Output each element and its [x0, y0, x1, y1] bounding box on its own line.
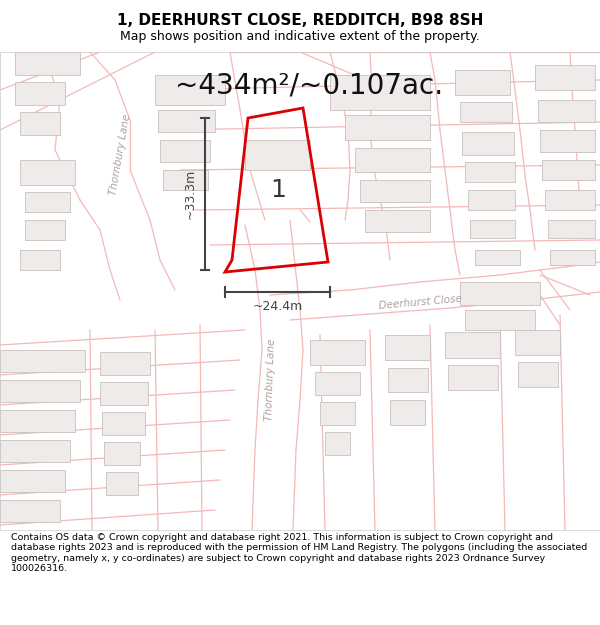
Text: Contains OS data © Crown copyright and database right 2021. This information is : Contains OS data © Crown copyright and d…	[11, 533, 587, 573]
Polygon shape	[160, 140, 210, 162]
Polygon shape	[460, 282, 540, 305]
Polygon shape	[104, 442, 140, 465]
Polygon shape	[470, 220, 515, 238]
Polygon shape	[515, 330, 560, 355]
Polygon shape	[15, 52, 80, 75]
Polygon shape	[465, 310, 535, 330]
Polygon shape	[0, 410, 75, 432]
Polygon shape	[20, 160, 75, 185]
Polygon shape	[102, 412, 145, 435]
Polygon shape	[388, 368, 428, 392]
Text: ~434m²/~0.107ac.: ~434m²/~0.107ac.	[175, 72, 443, 100]
Polygon shape	[20, 250, 60, 270]
Polygon shape	[385, 335, 430, 360]
Polygon shape	[0, 500, 60, 522]
Polygon shape	[550, 250, 595, 265]
Polygon shape	[518, 362, 558, 387]
Text: 1: 1	[270, 178, 286, 202]
Polygon shape	[462, 132, 514, 155]
Polygon shape	[345, 115, 430, 140]
Polygon shape	[365, 210, 430, 232]
Polygon shape	[535, 65, 595, 90]
Polygon shape	[545, 190, 595, 210]
Polygon shape	[0, 470, 65, 492]
Polygon shape	[468, 190, 515, 210]
Polygon shape	[540, 130, 595, 152]
Polygon shape	[448, 365, 498, 390]
Polygon shape	[548, 220, 595, 238]
Text: Deerhurst Close: Deerhurst Close	[378, 293, 462, 311]
Polygon shape	[360, 180, 430, 202]
Polygon shape	[310, 340, 365, 365]
Polygon shape	[245, 140, 310, 170]
Text: ~33.3m: ~33.3m	[184, 169, 197, 219]
Polygon shape	[475, 250, 520, 265]
Polygon shape	[100, 382, 148, 405]
Polygon shape	[106, 472, 138, 495]
Polygon shape	[158, 110, 215, 132]
Polygon shape	[100, 352, 150, 375]
Polygon shape	[0, 440, 70, 462]
Text: Thornbury Lane: Thornbury Lane	[108, 114, 132, 196]
Text: ~24.4m: ~24.4m	[253, 300, 302, 313]
Polygon shape	[25, 192, 70, 212]
Polygon shape	[465, 162, 515, 182]
Polygon shape	[538, 100, 595, 122]
Polygon shape	[15, 82, 65, 105]
Text: 1, DEERHURST CLOSE, REDDITCH, B98 8SH: 1, DEERHURST CLOSE, REDDITCH, B98 8SH	[117, 13, 483, 28]
Polygon shape	[0, 350, 85, 372]
Polygon shape	[355, 148, 430, 172]
Polygon shape	[163, 170, 208, 190]
Polygon shape	[330, 75, 430, 110]
Polygon shape	[542, 160, 595, 180]
Polygon shape	[25, 220, 65, 240]
Polygon shape	[155, 75, 225, 105]
Polygon shape	[455, 70, 510, 95]
Polygon shape	[320, 402, 355, 425]
Polygon shape	[20, 112, 60, 135]
Polygon shape	[460, 102, 512, 122]
Polygon shape	[390, 400, 425, 425]
Text: Thornbury Lane: Thornbury Lane	[263, 339, 277, 421]
Text: Map shows position and indicative extent of the property.: Map shows position and indicative extent…	[120, 29, 480, 42]
Polygon shape	[0, 380, 80, 402]
Polygon shape	[325, 432, 350, 455]
Polygon shape	[315, 372, 360, 395]
Polygon shape	[445, 332, 500, 358]
